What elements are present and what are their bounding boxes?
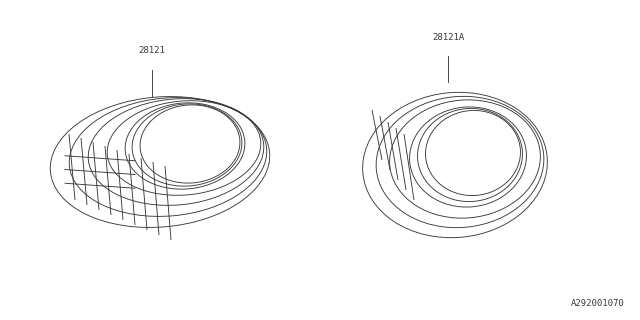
- Text: A292001070: A292001070: [572, 299, 625, 308]
- Ellipse shape: [426, 110, 520, 196]
- Text: 28121A: 28121A: [432, 33, 464, 42]
- Ellipse shape: [140, 105, 240, 183]
- Text: 28121: 28121: [139, 46, 165, 55]
